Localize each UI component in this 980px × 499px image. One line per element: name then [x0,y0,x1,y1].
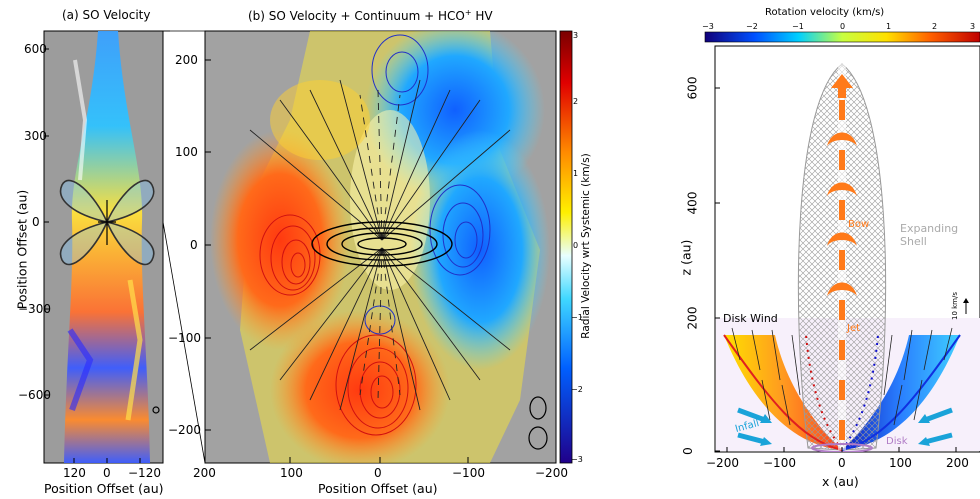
cbar-c-tick: 0 [840,22,846,31]
cbar-c-tick: 2 [932,22,938,31]
cbar-tick: −2 [571,385,583,394]
panel-b-ytick: 200 [175,53,198,67]
panel-b-beam [529,396,547,420]
panel-b-xlabel: Position Offset (au) [318,481,438,496]
panel-a-xtick: −120 [128,466,161,480]
panel-a-title: (a) SO Velocity [62,8,151,22]
panel-b-xtick: −200 [535,466,568,480]
panel-c-colorbar [704,31,980,43]
panel-b-title-sup: + [464,8,472,17]
panel-b-title-tail: HV [471,9,493,23]
panel-b-colorbar-ticks: 3 2 1 0 −1 −2 −3 [560,31,583,464]
cbar-c-tick: −3 [702,22,714,31]
cbar-tick: 2 [573,97,579,106]
annotation-bow: Bow [848,219,870,230]
panel-c-ytick: 600 [685,76,700,100]
panel-c-xtick: 100 [889,456,912,470]
panel-b-colorbar [559,30,573,464]
panel-c-colorbar-label: Rotation velocity (km/s) [765,7,885,18]
panel-c-ytick: 400 [685,191,700,215]
panel-c-xtick: 0 [838,456,846,470]
annotation-expanding-shell: Expanding Shell [900,222,958,248]
panel-b-xtick: 200 [193,466,216,480]
panel-a-xtick: 0 [103,466,111,480]
cbar-tick: −1 [571,313,583,322]
panel-b-ytick: −100 [168,331,201,345]
panel-c-ytick: 200 [685,306,700,330]
panel-c-jet-knots [827,74,857,296]
panel-b-blue-contours [364,34,491,335]
panel-b-colorbar-label: Radial Velocity wrt Systemic (km/s) [580,153,592,339]
panel-a-xlabel: Position Offset (au) [44,481,164,496]
panel-c-xtick: −100 [763,456,796,470]
panel-c-disk [811,443,873,452]
panel-c-ylabel: z (au) [678,239,694,276]
annotation-disk: Disk [886,436,908,447]
annotation-jet: Jet [847,323,861,334]
panel-b-ytick: 100 [175,145,198,159]
panel-c-colorbar-ticks: −3 −2 −1 0 1 2 3 [700,22,980,32]
panel-b-plot [162,30,573,464]
panel-c-plot [704,31,980,453]
panel-b-title: (b) SO Velocity + Continuum + HCO+ HV [248,8,493,23]
panel-b-ytick: −200 [168,423,201,437]
cbar-c-tick: −2 [746,22,758,31]
panel-b-continuum-contours [311,221,453,267]
panel-b-xtick: −100 [452,466,485,480]
panel-b-title-main: (b) SO Velocity + Continuum + HCO [248,9,465,23]
panel-b-streamlines [249,79,511,411]
cbar-tick: 0 [573,241,579,250]
panel-c-xtick: 200 [946,456,969,470]
panel-a-ylabel: Position Offset (au) [14,189,30,310]
panel-a-plot [43,30,170,464]
cbar-c-tick: 1 [886,22,892,31]
panel-c-infall-arrows [737,407,953,446]
cbar-c-tick: −1 [792,22,804,31]
annotation-scale: 10 km/s [951,291,960,321]
panel-a-ytick: 300 [24,129,47,143]
annotation-expanding-shell-2: Shell [900,235,927,248]
panel-a-ytick: −300 [18,302,51,316]
cbar-tick: −3 [571,455,583,464]
panel-b-xtick: 100 [280,466,303,480]
panel-c-xlabel: x (au) [822,474,859,489]
panel-a-ytick: 600 [24,42,47,56]
annotation-expanding-shell-1: Expanding [900,222,959,235]
panel-a-ytick: 0 [32,215,40,229]
panel-a-xtick: 120 [63,466,86,480]
panel-b-red-region [210,130,350,350]
panel-a-ytick: −600 [18,388,51,402]
panel-c-ytick: 0 [680,447,695,455]
annotation-disk-wind: Disk Wind [723,312,778,325]
panel-b-xtick: 0 [374,466,382,480]
cbar-c-tick: 3 [970,22,976,31]
cbar-tick: 3 [573,31,579,40]
panel-c-xtick: −200 [706,456,739,470]
panel-a-beam [152,406,160,414]
panel-b-ytick: 0 [190,238,198,252]
cbar-tick: 1 [573,169,579,178]
